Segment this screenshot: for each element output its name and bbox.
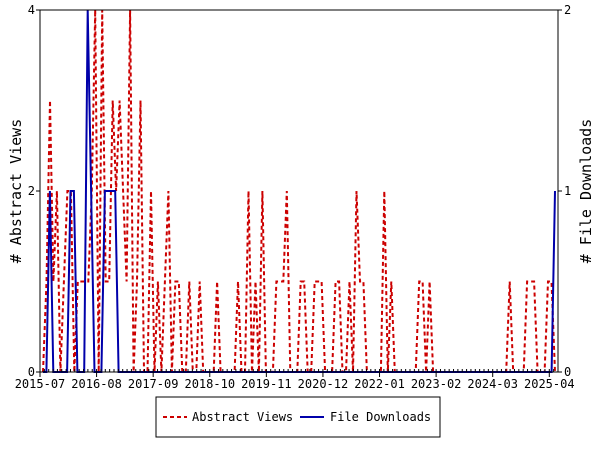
x-tick-label: 2019-11 bbox=[241, 377, 292, 391]
legend-label-file-downloads: File Downloads bbox=[330, 410, 431, 424]
x-tick-label: 2023-02 bbox=[411, 377, 462, 391]
series-line-abstract-views bbox=[42, 9, 556, 373]
x-tick-label: 2018-10 bbox=[184, 377, 235, 391]
series-line-file-downloads bbox=[43, 9, 556, 373]
x-tick-label: 2024-03 bbox=[467, 377, 518, 391]
x-tick-label: 2022-01 bbox=[354, 377, 405, 391]
axes: 2015-07 2016-08 2017-09 2018-10 2019-11 2020-… bbox=[15, 3, 575, 391]
x-tick-label: 2020-12 bbox=[298, 377, 349, 391]
legend: Abstract Views File Downloads bbox=[155, 396, 441, 438]
y-left-tick-label: 2 bbox=[28, 184, 35, 198]
legend-label-abstract-views: Abstract Views bbox=[192, 410, 293, 424]
x-tick-label: 2025-04 bbox=[524, 377, 575, 391]
y-axis-right-title: # File Downloads bbox=[577, 119, 595, 264]
legend-box bbox=[155, 396, 441, 438]
y-left-tick-label: 0 bbox=[28, 365, 35, 379]
y-right-tick-label: 2 bbox=[564, 3, 571, 17]
y-left-tick-label: 4 bbox=[28, 3, 35, 17]
plot-area bbox=[42, 9, 556, 373]
x-tick-label: 2015-07 bbox=[15, 377, 66, 391]
y-right-tick-label: 0 bbox=[564, 365, 571, 379]
x-tick-label: 2017-09 bbox=[128, 377, 179, 391]
y-right-tick-label: 1 bbox=[564, 184, 571, 198]
x-tick-label: 2016-08 bbox=[71, 377, 122, 391]
y-axis-left-title: # Abstract Views bbox=[7, 119, 25, 264]
